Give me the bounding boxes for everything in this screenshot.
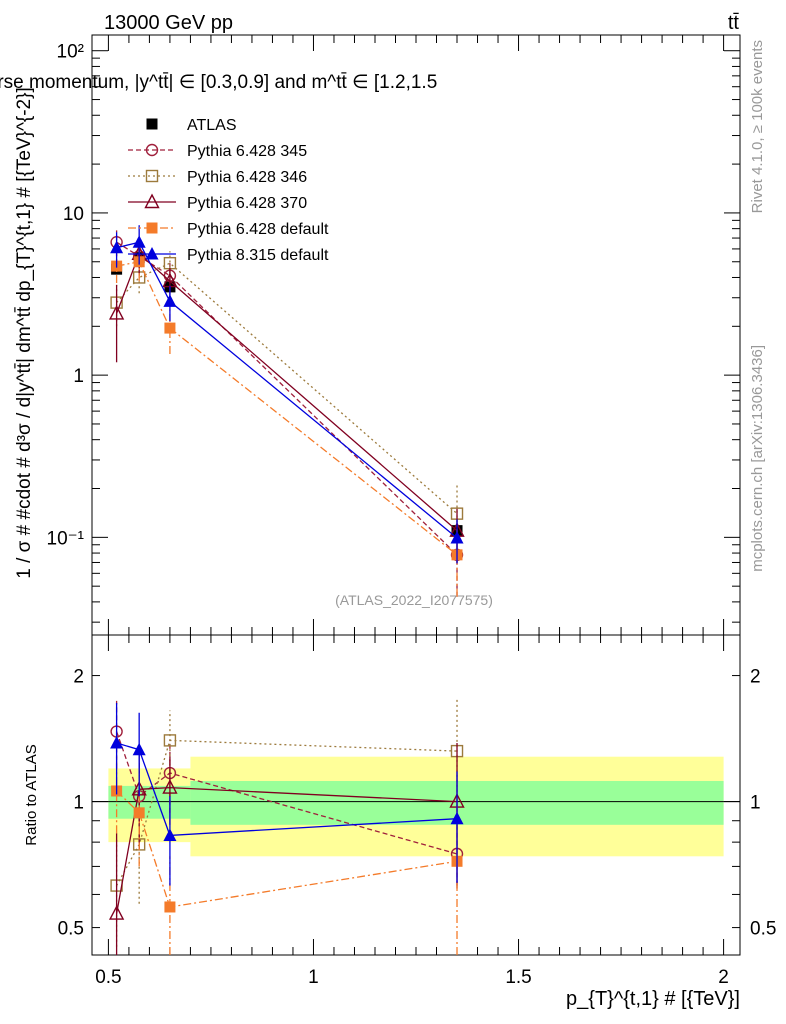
series-line: [116, 241, 458, 556]
data-point: [450, 531, 464, 544]
legend-entry: Pythia 6.428 345: [128, 143, 307, 160]
rivet-version-label: Rivet 4.1.0, ≥ 100k events: [749, 40, 766, 213]
series-pythia-8-315-default: [110, 702, 464, 886]
series-line: [116, 742, 458, 837]
process-label: tt̄: [728, 12, 740, 34]
data-point: [145, 169, 159, 183]
main-title: Particle-level leading top transverse mo…: [0, 72, 437, 93]
legend-entry: Pythia 6.428 default: [128, 221, 329, 238]
data-point: [132, 235, 146, 248]
legend-entry: Pythia 6.428 370: [128, 193, 307, 212]
ratio-y-axis-label: Ratio to ATLAS: [23, 744, 40, 845]
y-tick-label-right: 1: [750, 793, 761, 814]
data-point: [145, 247, 159, 260]
mcplots-label: mcplots.cern.ch [arXiv:1306.3436]: [749, 345, 766, 572]
data-point: [145, 143, 159, 157]
y-tick-label: 1: [73, 793, 84, 814]
series-line: [115, 252, 458, 532]
y-tick-label: 10⁻¹: [47, 528, 85, 549]
data-point: [164, 322, 176, 334]
legend-label: Pythia 8.315 default: [187, 247, 329, 264]
legend-label: ATLAS: [187, 117, 237, 134]
data-point: [163, 828, 177, 841]
data-point: [132, 742, 146, 756]
y-tick-label-right: 0.5: [750, 919, 776, 940]
legend-label: Pythia 6.428 default: [187, 221, 329, 238]
data-point: [133, 807, 145, 819]
series-line: [116, 261, 458, 556]
legend-entry: Pythia 6.428 346: [128, 169, 307, 186]
series-line: [116, 790, 458, 908]
series-pythia-6-428-370: [108, 237, 465, 563]
x-tick-label: 2: [718, 967, 729, 988]
x-axis-label: p_{T}^{t,1} # [{TeV}]: [566, 988, 740, 1010]
data-point: [108, 304, 125, 320]
data-point: [110, 240, 124, 254]
data-point: [146, 222, 158, 234]
data-point: [144, 193, 160, 209]
y-tick-label: 1: [73, 366, 84, 387]
main-y-axis-label: 1 / σ # #cdot # d³σ / d|y^tt̄| dm^tt̄ dp…: [14, 87, 35, 579]
data-point: [163, 294, 177, 307]
main-panel: 10⁻¹ 1 10 10² ATLAS Pythia 6.428 345 Pythia 6.…: [47, 34, 741, 636]
series-line: [115, 786, 458, 914]
data-point: [163, 734, 177, 747]
ratio-panel: 0.5 0.5 1 1 2 2 0.5 1 1.5 2: [58, 634, 776, 988]
series-pythia-6-428-default: [111, 246, 463, 597]
x-tick-label: 1.5: [505, 967, 531, 988]
y-tick-label: 2: [73, 667, 84, 688]
y-tick-label: 10²: [57, 42, 84, 63]
data-point: [164, 901, 176, 913]
legend-entry: ATLAS: [146, 117, 237, 134]
series-line: [115, 731, 458, 855]
y-tick-label-right: 2: [750, 667, 761, 688]
series-line: [116, 262, 458, 515]
series-pythia-8-315-default: [110, 225, 464, 564]
series-atlas: [111, 252, 463, 537]
analysis-watermark: (ATLAS_2022_I2077575): [335, 592, 493, 608]
data-point: [450, 811, 464, 825]
energy-label: 13000 GeV pp: [104, 12, 233, 34]
data-point: [108, 905, 125, 920]
legend-label: Pythia 6.428 370: [187, 195, 307, 212]
x-tick-label: 0.5: [95, 967, 121, 988]
data-point: [146, 118, 158, 130]
y-tick-label: 10: [63, 204, 84, 225]
legend-label: Pythia 6.428 345: [187, 143, 307, 160]
data-point: [110, 736, 124, 749]
legend-label: Pythia 6.428 346: [187, 169, 307, 186]
series-pythia-6-428-346: [110, 251, 464, 563]
x-tick-label: 1: [308, 967, 319, 988]
y-tick-label: 0.5: [58, 919, 84, 940]
legend-entry: Pythia 8.315 default: [128, 247, 329, 264]
series-line: [116, 241, 458, 539]
data-point: [162, 779, 178, 794]
